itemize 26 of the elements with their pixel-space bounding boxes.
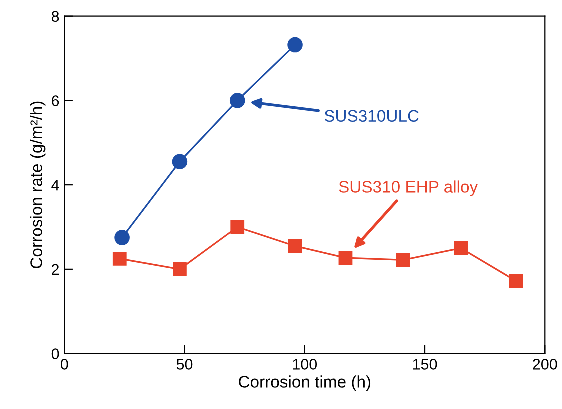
- y-tick-label: 8: [52, 11, 60, 22]
- y-tick-label: 6: [52, 96, 60, 106]
- point: [230, 93, 246, 108]
- point: [288, 37, 303, 53]
- point: [112, 252, 127, 266]
- point: [230, 220, 245, 234]
- point: [509, 274, 524, 288]
- y-tick-label: 4: [52, 180, 60, 191]
- x-tick-label: 100: [293, 359, 318, 370]
- text: SUS310 EHP alloy: [339, 180, 478, 196]
- point: [173, 262, 187, 276]
- point: [338, 251, 353, 265]
- y-tick-label: 2: [52, 264, 60, 275]
- x-tick-label: 0: [60, 359, 68, 370]
- legend-label: SUS310ULC: [324, 110, 419, 122]
- y-tick-label: 0: [52, 348, 60, 360]
- point: [288, 239, 302, 254]
- y-axis-title: Corrosion rate (g/m²/h): [30, 102, 46, 268]
- x-axis-title: Corrosion time (h): [239, 376, 371, 392]
- point: [396, 253, 410, 268]
- x-tick-label: 200: [533, 359, 558, 370]
- x-tick-label: 50: [176, 359, 193, 370]
- point: [172, 154, 188, 170]
- point: [114, 230, 130, 246]
- x-tick-label: 150: [413, 359, 438, 370]
- point: [454, 241, 468, 256]
